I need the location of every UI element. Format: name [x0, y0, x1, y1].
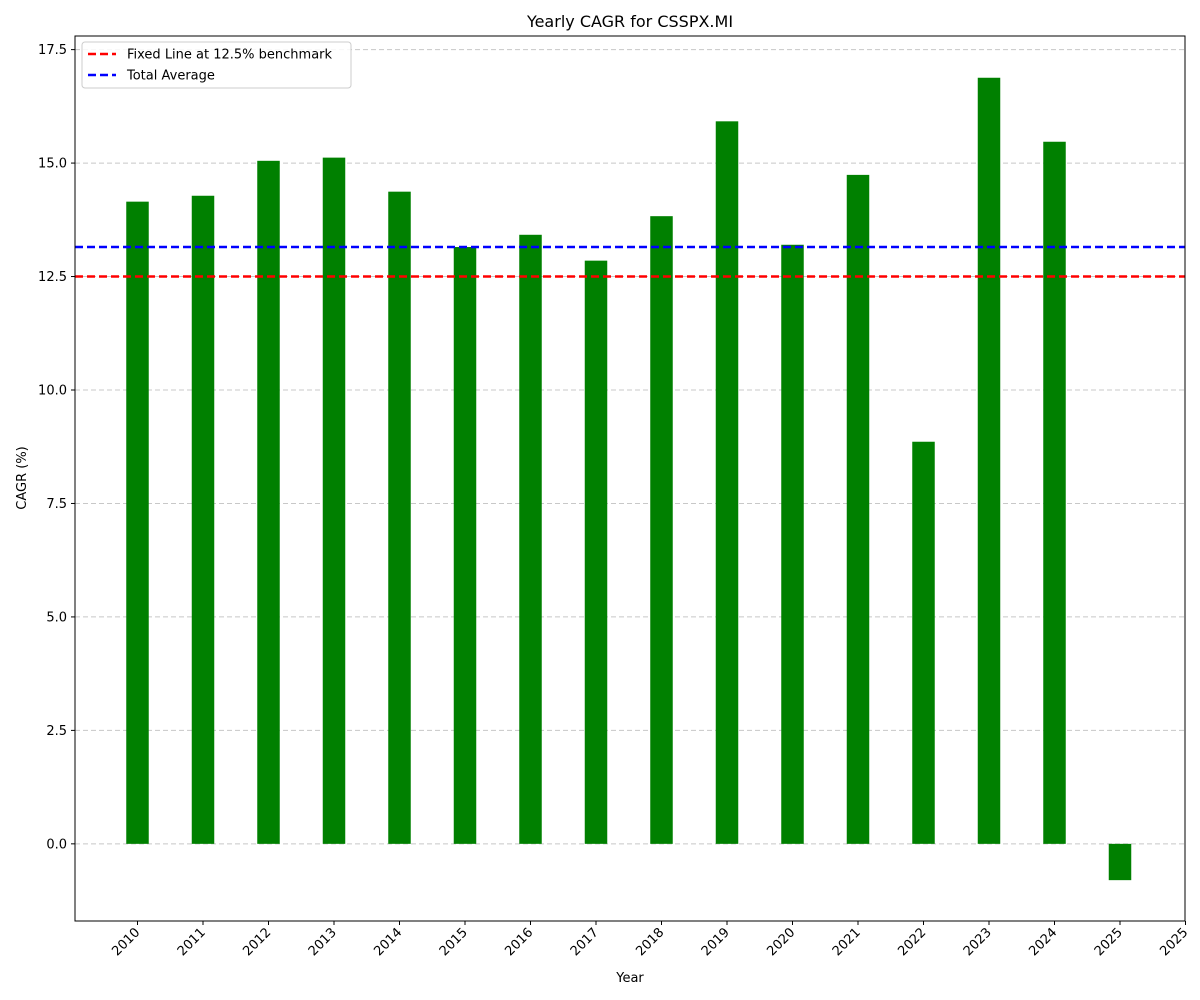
bars — [126, 77, 1132, 881]
plot-frame — [74, 35, 1186, 922]
bar-2012 — [257, 160, 280, 844]
y-tick-label: 2.5 — [46, 724, 67, 739]
bar-2019 — [715, 121, 739, 844]
x-tick-label: 2020 — [764, 925, 798, 959]
y-axis-label: CAGR (%) — [15, 446, 30, 509]
bar-2016 — [519, 234, 542, 844]
x-tick-label: 2023 — [961, 925, 995, 959]
y-tick-label: 15.0 — [38, 157, 67, 172]
x-tick-label: 2018 — [633, 925, 667, 959]
legend-entry: Fixed Line at 12.5% benchmark — [127, 48, 333, 63]
bar-2018 — [650, 216, 673, 844]
x-tick-label: 2025 — [1157, 925, 1191, 959]
bar-2011 — [191, 195, 215, 844]
x-tick-label: 2021 — [830, 925, 864, 959]
grid — [75, 49, 1185, 845]
legend: Fixed Line at 12.5% benchmark Total Avera… — [81, 41, 352, 89]
y-tick-label: 17.5 — [38, 43, 67, 58]
x-tick-label: 2022 — [895, 925, 929, 959]
bar-2013 — [322, 157, 346, 844]
y-tick-label: 5.0 — [46, 610, 67, 625]
reference-lines — [75, 245, 1185, 278]
legend-entry: Total Average — [126, 69, 215, 84]
bar-2023 — [977, 77, 1001, 844]
x-tick-label: 2024 — [1026, 925, 1060, 959]
bar-2021 — [846, 174, 870, 844]
bar-2024 — [1043, 141, 1066, 844]
bar-2015 — [453, 247, 477, 844]
x-tick-label: 2010 — [109, 925, 143, 959]
legend-box — [81, 41, 352, 89]
x-tick-label: 2015 — [437, 925, 471, 959]
x-tick-label: 2013 — [306, 925, 340, 959]
x-tick-label: 2016 — [502, 925, 536, 959]
bar-2022 — [912, 441, 935, 844]
x-tick-label: 2017 — [568, 925, 602, 959]
chart-title: Yearly CAGR for CSSPX.MI — [526, 12, 733, 31]
bar-2017 — [584, 260, 608, 844]
y-tick-label: 7.5 — [46, 497, 67, 512]
x-tick-label: 2025 — [1092, 925, 1126, 959]
bar-2020 — [781, 244, 804, 844]
x-tick-label: 2012 — [240, 925, 274, 959]
x-tick-label: 2014 — [371, 925, 405, 959]
y-tick-label: 0.0 — [46, 837, 67, 852]
bar-2014 — [388, 191, 411, 844]
x-tick-label: 2011 — [175, 925, 209, 959]
bar-2010 — [126, 201, 149, 844]
y-tick-label: 12.5 — [38, 270, 67, 285]
x-axis-label: Year — [615, 971, 644, 986]
bar-2025 — [1108, 843, 1132, 881]
x-tick-label: 2019 — [699, 925, 733, 959]
y-axis: 0.0 2.5 5.0 7.5 10.0 12.5 15.0 17.5 — [38, 43, 75, 852]
x-axis: 2010 2011 2012 2013 2014 2015 2016 2017 2018 2019… — [109, 921, 1191, 959]
y-tick-label: 10.0 — [38, 384, 67, 399]
